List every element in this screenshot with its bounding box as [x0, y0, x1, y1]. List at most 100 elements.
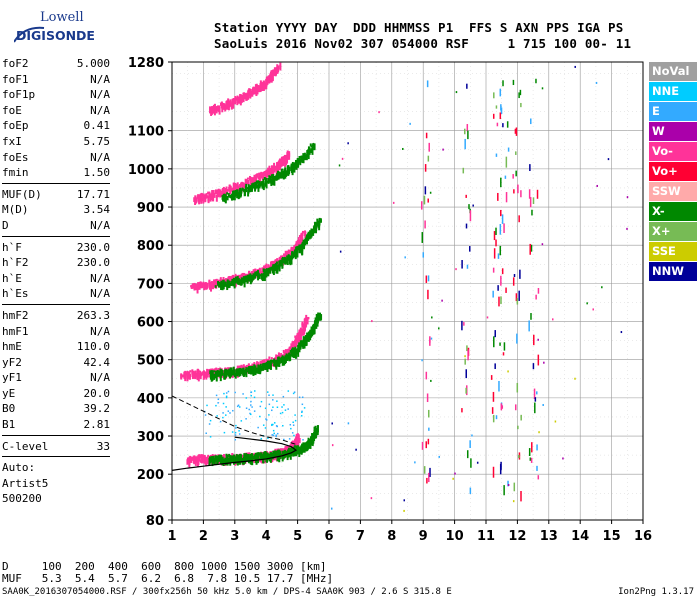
param-row-clevel: C-level 33 [2, 439, 110, 455]
echo-mark [294, 335, 297, 338]
param-value: 5.75 [83, 134, 111, 148]
echo-mark [209, 419, 212, 422]
echo-mark [430, 379, 432, 382]
echo-mark [427, 289, 429, 300]
echo-mark [313, 320, 316, 326]
legend-entry-w: W [649, 122, 697, 141]
echo-mark [250, 394, 252, 397]
echo-mark [438, 327, 440, 330]
echo-mark [247, 184, 250, 188]
echo-mark [245, 370, 248, 378]
echo-mark [531, 209, 533, 216]
echo-mark [501, 268, 504, 275]
param-name: h`F [2, 240, 22, 254]
echo-mark [270, 169, 273, 177]
echo-mark [266, 360, 269, 365]
echo-mark [272, 399, 274, 401]
echo-mark [515, 151, 517, 155]
echo-mark [233, 280, 236, 289]
echo-mark [232, 98, 235, 101]
echo-mark [541, 87, 544, 90]
echo-mark [184, 372, 187, 380]
echo-mark [282, 171, 285, 180]
echo-mark [276, 406, 279, 408]
echo-mark [269, 359, 272, 366]
echo-mark [191, 369, 194, 374]
param-name: foE [2, 103, 22, 117]
echo-mark [195, 197, 198, 202]
echo-mark [430, 337, 433, 340]
echo-mark [290, 249, 293, 252]
echo-mark [304, 318, 307, 326]
param-row-he: h`E N/A [2, 271, 110, 287]
echo-mark [290, 256, 293, 265]
echo-mark [219, 277, 222, 282]
echo-mark [192, 372, 195, 379]
echo-mark [220, 369, 223, 377]
echo-mark [466, 83, 468, 89]
echo-mark [264, 407, 267, 410]
echo-mark [209, 193, 212, 199]
echo-mark [225, 196, 228, 199]
echo-mark [197, 458, 200, 465]
echo-mark [286, 355, 289, 358]
echo-mark [246, 177, 249, 180]
echo-mark [211, 373, 214, 381]
echo-mark [243, 279, 246, 288]
echo-mark [212, 370, 215, 373]
echo-mark [226, 192, 229, 195]
echo-mark [276, 258, 279, 262]
echo-mark [465, 369, 467, 379]
echo-mark [221, 456, 224, 460]
echo-mark [465, 387, 467, 394]
echo-mark [240, 420, 243, 422]
echo-mark [235, 183, 238, 188]
echo-mark [271, 453, 274, 460]
echo-mark [269, 77, 272, 83]
echo-mark [281, 256, 284, 263]
echo-mark [207, 371, 210, 375]
echo-mark [268, 360, 271, 367]
echo-mark [304, 335, 307, 338]
echo-mark [270, 71, 273, 79]
echo-mark [287, 447, 290, 455]
param-row-foe: foE N/A [2, 103, 110, 119]
echo-mark [180, 374, 183, 378]
y-tick-label: 500 [137, 354, 164, 369]
echo-mark [198, 373, 201, 379]
param-value: N/A [90, 271, 110, 285]
echo-mark [245, 397, 248, 399]
echo-mark [263, 270, 266, 279]
echo-mark [266, 455, 269, 460]
echo-mark [278, 264, 281, 272]
echo-mark [318, 217, 321, 221]
legend-entry-nnw: NNW [649, 262, 697, 281]
echo-mark [284, 349, 287, 356]
echo-mark [252, 275, 255, 280]
param-row-yf2: yF2 42.4 [2, 355, 110, 371]
echo-mark [319, 219, 322, 223]
param-value: N/A [90, 72, 110, 86]
echo-mark [472, 204, 474, 207]
echo-mark [537, 354, 540, 366]
echo-mark [289, 446, 292, 449]
echo-mark [214, 370, 217, 379]
echo-mark [301, 410, 303, 413]
echo-mark [281, 173, 284, 177]
echo-mark [295, 348, 298, 352]
echo-mark [249, 366, 252, 375]
echo-mark [209, 107, 212, 111]
echo-mark [238, 457, 241, 463]
echo-mark [273, 264, 276, 270]
echo-mark [215, 404, 217, 407]
echo-mark [186, 372, 189, 376]
echo-mark [281, 406, 283, 408]
echo-mark [298, 235, 301, 238]
echo-mark [307, 437, 310, 441]
param-separator [2, 434, 110, 436]
echo-mark [196, 372, 199, 379]
x-tick-label: 14 [571, 529, 589, 544]
echo-mark [311, 229, 314, 235]
echo-mark [243, 365, 246, 370]
x-tick-label: 6 [324, 529, 333, 544]
